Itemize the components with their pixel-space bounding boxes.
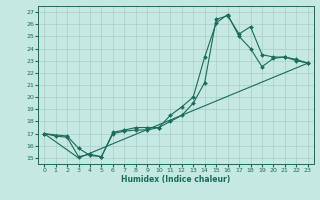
X-axis label: Humidex (Indice chaleur): Humidex (Indice chaleur) — [121, 175, 231, 184]
